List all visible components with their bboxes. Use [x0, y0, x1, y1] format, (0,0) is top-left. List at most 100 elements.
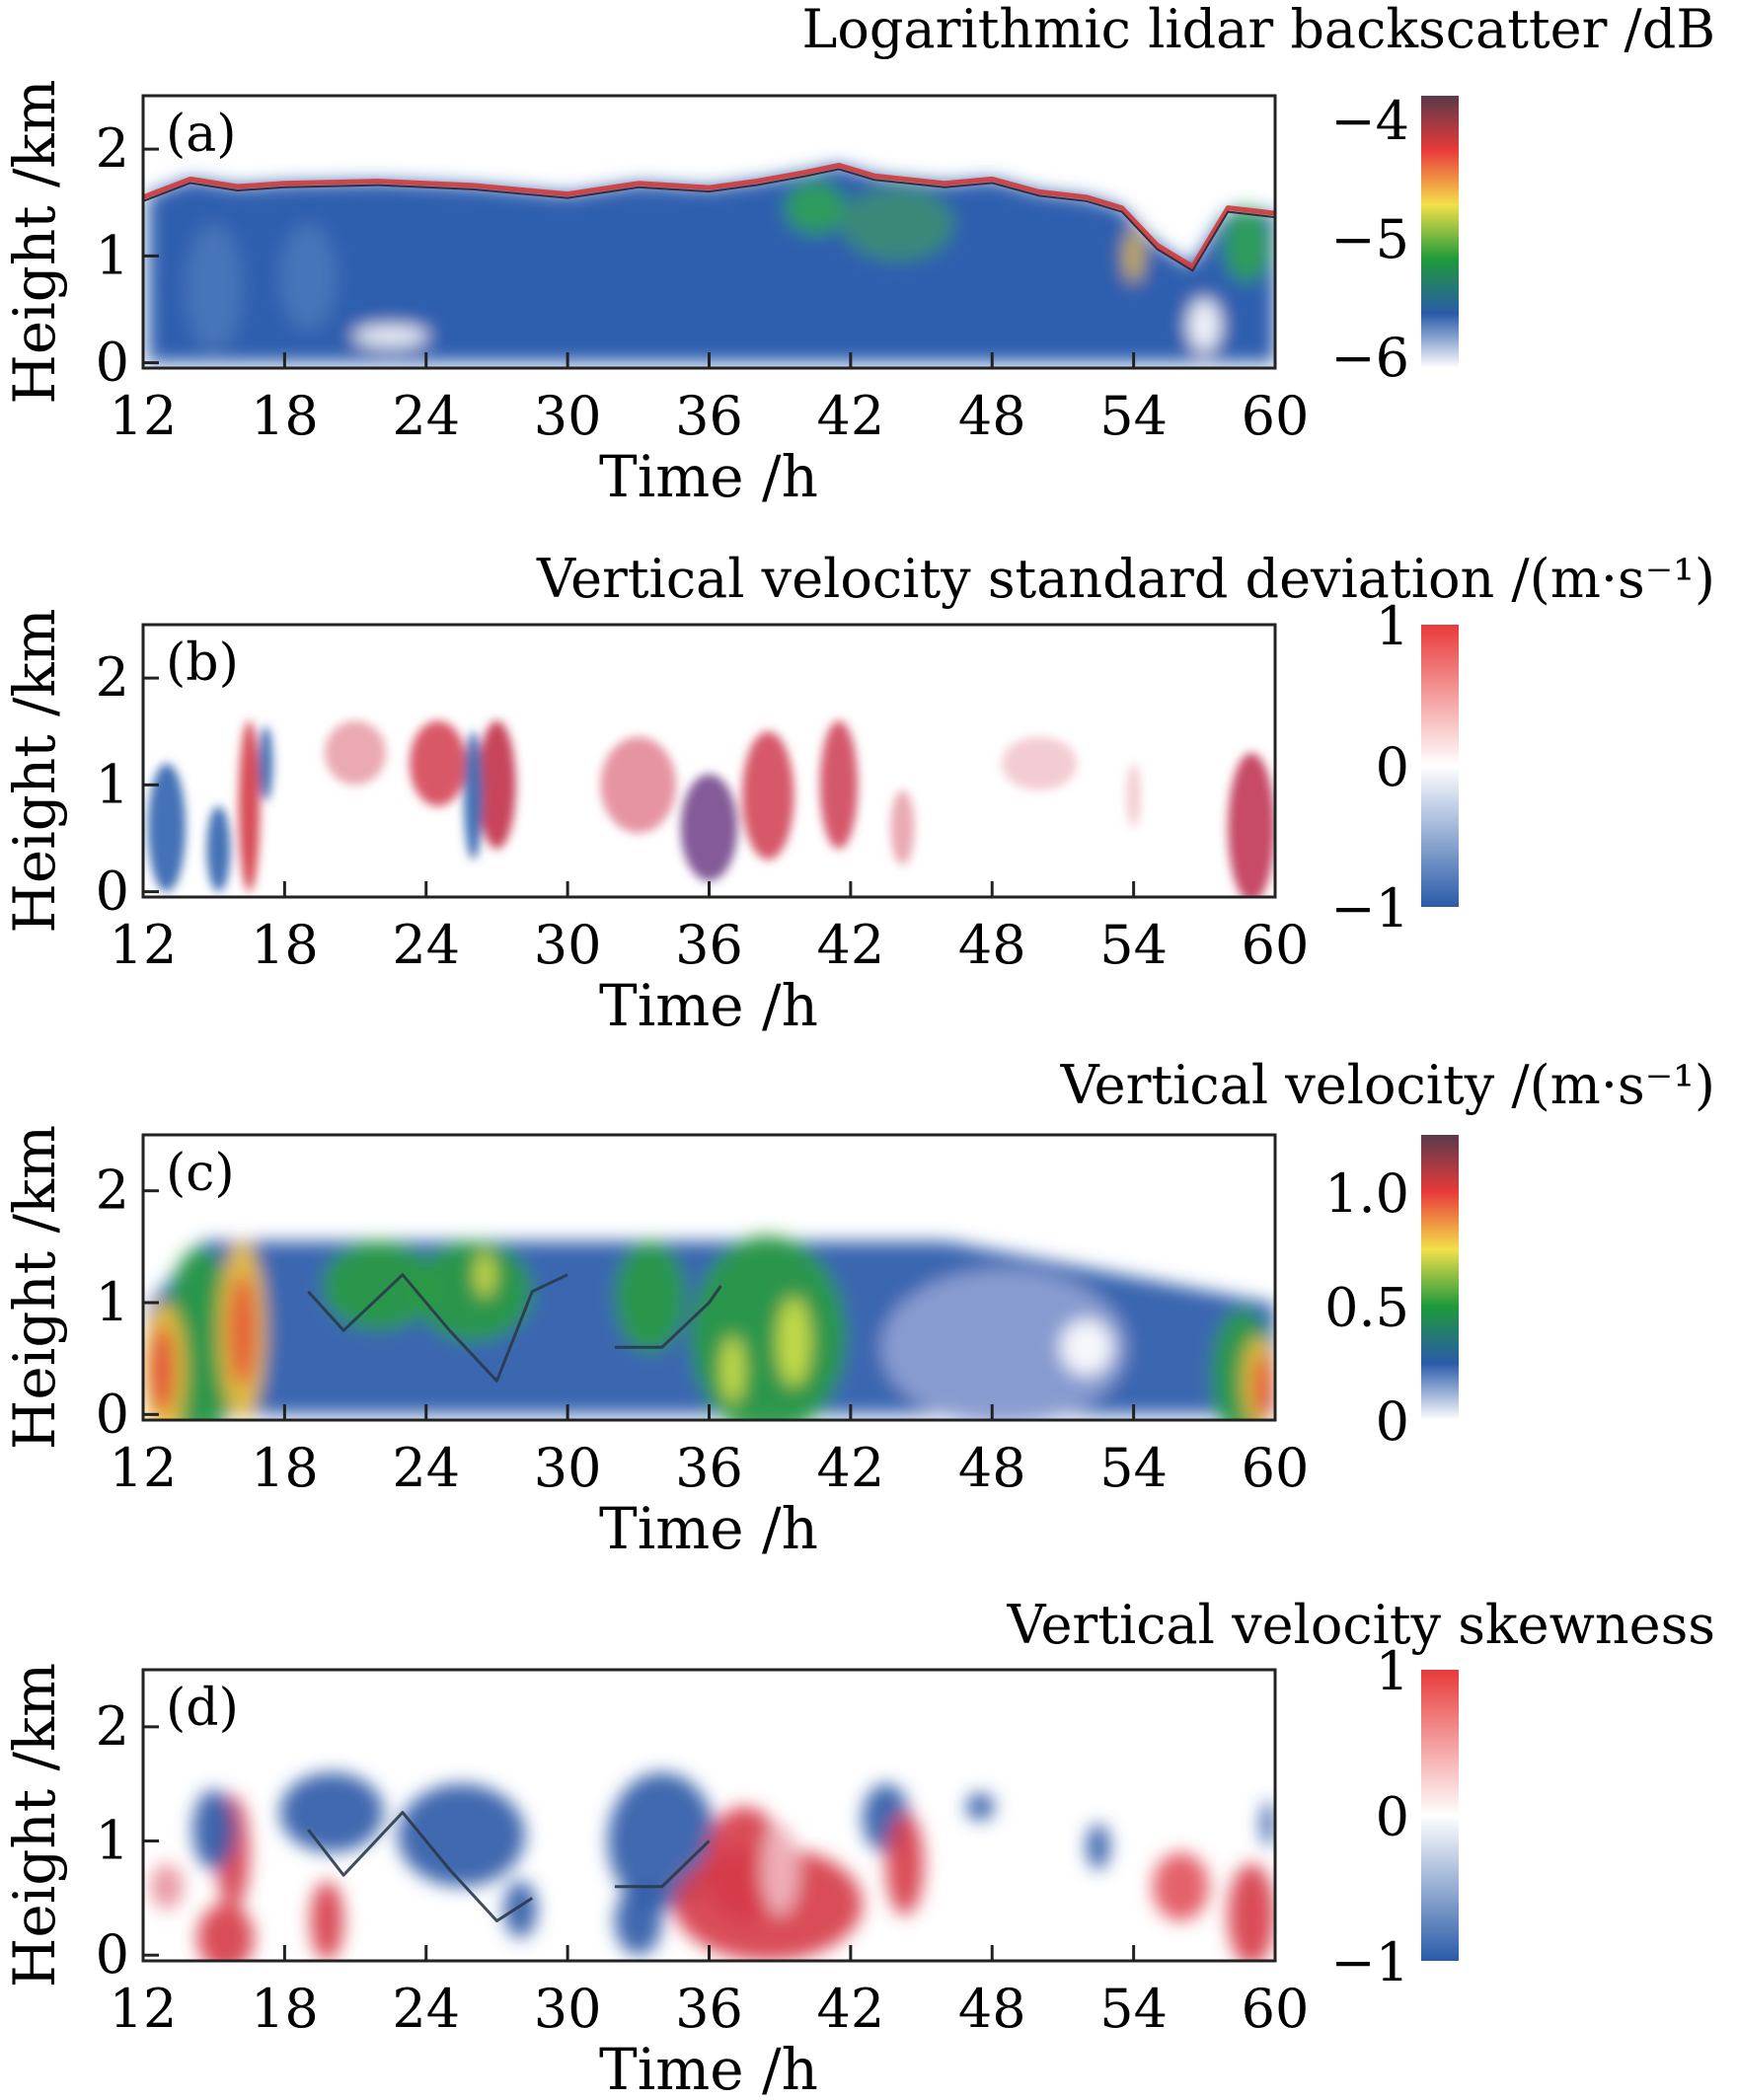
field-patch: [1001, 736, 1078, 790]
heatmap-field: [147, 165, 1275, 363]
y-tick-label: 1: [96, 1810, 129, 1872]
field-patch: [841, 187, 955, 262]
y-tick-label: 1: [96, 1271, 129, 1333]
x-tick-label: 48: [958, 1978, 1026, 2040]
colorbar-tick-label: 0.5: [1324, 1276, 1409, 1338]
series-line: [614, 1839, 711, 1889]
x-tick-label: 36: [675, 1437, 743, 1499]
x-tick-label: 36: [675, 914, 743, 976]
field-patch: [890, 789, 915, 865]
heatmap-field: [143, 1236, 1275, 1420]
colorbar-tick-label: −5: [1330, 208, 1409, 270]
field-patch: [1253, 1353, 1273, 1420]
field-patch: [965, 1792, 995, 1821]
x-axis-label: Time /h: [599, 1495, 818, 1562]
series-line: [143, 162, 1275, 269]
field-patch: [614, 1886, 662, 1956]
field-patch: [279, 223, 337, 332]
panel-title: Logarithmic lidar backscatter /dB: [801, 0, 1715, 60]
field-patch: [1228, 752, 1275, 897]
field-patch: [150, 1324, 175, 1415]
panel-label: (a): [166, 105, 237, 164]
panel-c: Vertical velocity /(m·s⁻¹)12 18 24 30 36 42 48…: [1, 1054, 1715, 1562]
y-axis-label: Height /km: [1, 79, 68, 404]
x-tick-label: 36: [675, 385, 743, 447]
field-patch: [192, 1789, 236, 1870]
colorbar-tick-label: −1: [1330, 1931, 1409, 1993]
y-tick-label: 0: [96, 1383, 129, 1445]
colorbar-tick-label: 0: [1376, 736, 1409, 798]
x-tick-label: 42: [817, 1978, 885, 2040]
x-tick-label: 54: [1099, 1437, 1168, 1499]
y-tick-label: 0: [96, 332, 129, 394]
field-patch: [150, 1863, 184, 1910]
colorbar-tick-label: −4: [1330, 90, 1409, 152]
x-tick-label: 30: [534, 914, 602, 976]
colorbar: 1.0 0.5 0: [1324, 1135, 1459, 1453]
y-tick-label: 2: [96, 1695, 129, 1758]
field-patch: [819, 720, 859, 850]
field-patch: [741, 731, 794, 861]
x-tick-label: 30: [534, 1437, 602, 1499]
field-patch: [680, 774, 738, 881]
field-patch: [238, 720, 261, 892]
field-patch: [279, 1772, 384, 1853]
field-patch: [1126, 763, 1141, 828]
field-patch: [147, 763, 187, 892]
field-patch: [475, 1252, 495, 1298]
field-region: [147, 165, 1275, 363]
field-patch: [228, 1274, 257, 1388]
colorbar-gradient: [1421, 1670, 1459, 1961]
colorbar-tick-label: 0: [1376, 1390, 1409, 1453]
x-tick-label: 60: [1242, 1978, 1310, 2040]
colorbar-gradient: [1421, 96, 1459, 368]
colorbar-gradient: [1421, 625, 1459, 907]
field-patch: [614, 1240, 686, 1354]
panel-title: Vertical velocity skewness: [1006, 1594, 1715, 1656]
colorbar: −4 −5 −6: [1330, 90, 1459, 389]
field-patch: [784, 181, 847, 235]
x-axis-label: Time /h: [599, 972, 818, 1039]
x-tick-label: 60: [1242, 1437, 1310, 1499]
field-patch: [885, 1812, 924, 1915]
y-axis-label: Height /km: [1, 608, 68, 933]
x-tick-label: 18: [251, 914, 319, 976]
x-tick-label: 60: [1242, 385, 1310, 447]
field-patch: [414, 1240, 533, 1342]
x-tick-label: 54: [1099, 1978, 1168, 2040]
y-tick-label: 2: [96, 1160, 129, 1222]
panel-title: Vertical velocity standard deviation /(m…: [536, 548, 1715, 610]
y-axis-label: Height /km: [1, 1125, 68, 1450]
field-patch: [1187, 298, 1222, 352]
field-patch: [1086, 1824, 1110, 1870]
panel-label: (c): [166, 1144, 235, 1203]
field-patch: [690, 1236, 847, 1420]
x-axis-label: Time /h: [599, 443, 818, 510]
colorbar: 1 0 −1: [1330, 1640, 1459, 1993]
series-line: [307, 1811, 534, 1922]
panel-label: (d): [166, 1679, 239, 1738]
y-tick-label: 0: [96, 1923, 129, 1986]
colorbar: 1 0 −1: [1330, 595, 1459, 939]
panel-title: Vertical velocity /(m·s⁻¹): [1060, 1054, 1715, 1116]
field-patch: [206, 806, 231, 892]
colorbar-tick-label: 1.0: [1324, 1162, 1409, 1225]
series-line: [614, 1285, 722, 1349]
panel-b: Vertical velocity standard deviation /(m…: [1, 548, 1715, 1039]
x-tick-label: 54: [1099, 385, 1168, 447]
field-patch: [720, 1336, 745, 1403]
x-tick-label: 60: [1242, 914, 1310, 976]
colorbar-gradient: [1421, 1135, 1459, 1420]
y-tick-label: 2: [96, 117, 129, 180]
x-tick-label: 24: [392, 1437, 460, 1499]
field-patch: [1260, 1801, 1275, 1847]
x-tick-label: 36: [675, 1978, 743, 2040]
y-tick-label: 0: [96, 861, 129, 923]
field-patch: [398, 1783, 526, 1887]
x-tick-label: 30: [534, 385, 602, 447]
colorbar-tick-label: 0: [1376, 1786, 1409, 1848]
field-patch: [463, 731, 484, 861]
